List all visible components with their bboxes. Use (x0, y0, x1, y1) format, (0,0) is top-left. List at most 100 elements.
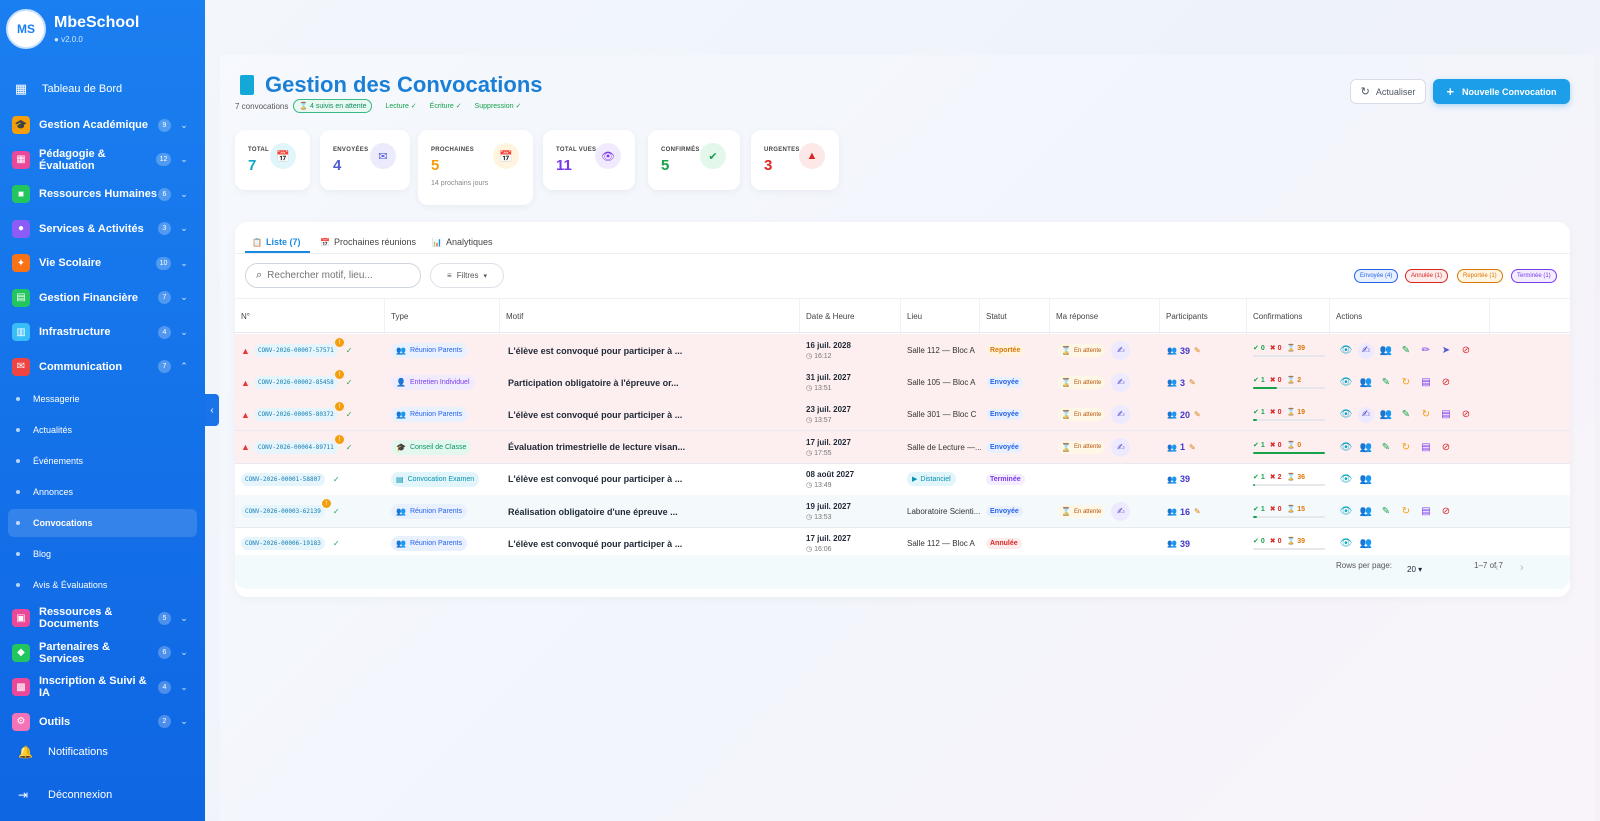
date-text: 08 août 2027 (806, 469, 855, 479)
type-badge: 👥 Réunion Parents (391, 343, 468, 358)
report-button[interactable]: ▤ (1418, 375, 1434, 391)
respond-button[interactable]: ✍ (1111, 437, 1131, 457)
sidebar-subitem-blog[interactable]: Blog (8, 540, 197, 568)
sidebar-item-pedagogie-evaluation[interactable]: ▦ Pédagogie & Évaluation 12 ⌄ (0, 143, 205, 177)
sidebar-item-vie-scolaire[interactable]: ✦ Vie Scolaire 10 ⌄ (0, 246, 205, 280)
respond-button[interactable]: ✍ (1358, 342, 1374, 359)
signature-button[interactable]: ✎ (1398, 407, 1414, 423)
sidebar-item-outils[interactable]: ⚙ Outils 2 ⌄ (0, 705, 205, 739)
table-row[interactable]: CONV-2026-00003-62139! ✓ 👥 Réunion Parents R… (235, 495, 1570, 528)
filters-button[interactable]: ≡ Filtres ▾ (430, 263, 504, 288)
participants-button[interactable]: 👥 (1378, 407, 1394, 423)
view-button[interactable]: 👁 (1338, 536, 1354, 552)
sidebar-item-communication[interactable]: ✉ Communication 7 ⌃ (0, 350, 205, 384)
search-box[interactable]: ⌕ (245, 263, 421, 288)
view-button[interactable]: 👁 (1338, 504, 1354, 520)
sidebar-subitem-actualites[interactable]: Actualités (8, 416, 197, 444)
cancel-button[interactable]: ⊘ (1458, 407, 1474, 423)
clock-icon: ◷ (806, 385, 815, 393)
report-button[interactable]: ▤ (1418, 439, 1434, 455)
participants-button[interactable]: 👥 (1358, 439, 1374, 455)
send-button[interactable]: ➤ (1438, 343, 1454, 359)
pending-icon: ⌛ (1286, 409, 1296, 417)
cancel-button[interactable]: ⊘ (1438, 504, 1454, 520)
sidebar-item-gestion-financiere[interactable]: ▤ Gestion Financière 7 ⌄ (0, 281, 205, 315)
table-row[interactable]: ▲ CONV-2026-00004-89711! ✓ 🎓 Conseil de Clas… (235, 430, 1570, 464)
sidebar-item-ressources-documents[interactable]: ▣ Ressources & Documents 5 ⌄ (0, 601, 205, 635)
signature-button[interactable]: ✎ (1398, 343, 1414, 359)
table-row[interactable]: CONV-2026-00001-58807 ✓ ▤ Convocation Exame… (235, 463, 1570, 496)
remind-button[interactable]: ↻ (1398, 504, 1414, 520)
view-button[interactable]: 👁 (1338, 407, 1354, 423)
declined-icon: ✖ (1269, 409, 1276, 417)
sidebar-subitem-messagerie[interactable]: Messagerie (8, 385, 197, 413)
signature-button[interactable]: ✎ (1378, 504, 1394, 520)
tab-prochaines-reunions[interactable]: 📅 Prochaines réunions (320, 232, 416, 252)
status-filter-chip-reportee-1[interactable]: Reportée (1) (1457, 269, 1503, 283)
view-button[interactable]: 👁 (1338, 471, 1354, 487)
sidebar-item-label: Gestion Financière (39, 291, 139, 304)
status-filter-chip-envoyee-4[interactable]: Envoyée (4) (1354, 269, 1399, 283)
status-filter-chip-annulee-1[interactable]: Annulée (1) (1405, 269, 1449, 283)
sidebar-item-services-activites[interactable]: ● Services & Activités 3 ⌄ (0, 212, 205, 246)
sidebar-item-partenaires-services[interactable]: ◆ Partenaires & Services 6 ⌄ (0, 636, 205, 670)
participants-button[interactable]: 👥 (1378, 343, 1394, 359)
table-row[interactable]: ▲ CONV-2026-00005-80372! ✓ 👥 Réunion Parents… (235, 398, 1570, 432)
status-filter-chip-terminee-1[interactable]: Terminée (1) (1511, 269, 1557, 283)
status-badge: Envoyée (986, 506, 1023, 517)
cancel-button[interactable]: ⊘ (1438, 439, 1454, 455)
sidebar-item-badge: 3 (158, 222, 171, 235)
sidebar-item-gestion-academique[interactable]: 🎓 Gestion Académique 9 ⌄ (0, 108, 205, 142)
sidebar-subitem-evenements[interactable]: Événements (8, 447, 197, 475)
view-button[interactable]: 👁 (1338, 343, 1354, 359)
participants-icon: 👥 (1379, 409, 1393, 421)
edit-button[interactable]: ✏ (1418, 343, 1434, 359)
cancel-button[interactable]: ⊘ (1458, 343, 1474, 359)
view-button[interactable]: 👁 (1338, 375, 1354, 391)
sidebar-collapse-button[interactable]: ‹ (205, 394, 219, 426)
sidebar-item-infrastructure[interactable]: ▥ Infrastructure 4 ⌄ (0, 315, 205, 349)
respond-button[interactable]: ✍ (1358, 406, 1374, 423)
remind-button[interactable]: ↻ (1398, 375, 1414, 391)
status-badge: Envoyée (986, 377, 1023, 389)
sidebar-subitem-convocations[interactable]: Convocations (8, 509, 197, 537)
respond-button[interactable]: ✍ (1111, 502, 1131, 521)
sidebar-item-dashboard[interactable]: ▦ Tableau de Bord (0, 72, 205, 106)
next-page-button[interactable]: › (1520, 562, 1524, 574)
table-row[interactable]: ▲ CONV-2026-00002-85458! ✓ 👤 Entretien Indiv… (235, 366, 1570, 400)
calendar-icon: 📅 (320, 237, 330, 247)
new-convocation-button[interactable]: + Nouvelle Convocation (1433, 79, 1570, 104)
remind-button[interactable]: ↻ (1398, 439, 1414, 455)
report-button[interactable]: ▤ (1418, 504, 1434, 520)
respond-button[interactable]: ✍ (1111, 373, 1131, 393)
report-button[interactable]: ▤ (1438, 407, 1454, 423)
respond-button[interactable]: ✍ (1111, 341, 1131, 360)
participants-button[interactable]: 👥 (1358, 504, 1374, 520)
sidebar-subitem-annonces[interactable]: Annonces (8, 478, 197, 506)
sidebar-subitem-avis-evaluations[interactable]: Avis & Évaluations (8, 571, 197, 599)
chevron-down-icon: ⌄ (180, 612, 188, 623)
cancel-button[interactable]: ⊘ (1438, 375, 1454, 391)
signature-button[interactable]: ✎ (1378, 375, 1394, 391)
cell-actions: 👁 👥 ✎ ↻ ▤ ⊘ (1338, 495, 1458, 528)
respond-button[interactable]: ✍ (1111, 405, 1131, 425)
search-input[interactable] (267, 270, 408, 281)
sidebar-item-inscription-suivi-ia[interactable]: ▩ Inscription & Suivi & IA 4 ⌄ (0, 670, 205, 704)
sidebar-item-notifications[interactable]: 🔔 Notifications (0, 735, 205, 769)
sidebar-item-logout[interactable]: ⇥ Déconnexion (0, 778, 205, 812)
view-button[interactable]: 👁 (1338, 439, 1354, 455)
refresh-button[interactable]: ↻ Actualiser (1350, 79, 1426, 104)
prev-page-button[interactable]: ‹ (1495, 562, 1499, 574)
pending-icon: ⌛ (1286, 377, 1296, 385)
sidebar-item-ressources-humaines[interactable]: ■ Ressources Humaines 6 ⌄ (0, 177, 205, 211)
clock-icon: ◷ (806, 353, 815, 360)
rows-per-page-select[interactable]: 20 ▾ (1407, 565, 1423, 574)
tab-analytiques[interactable]: 📊 Analytiques (432, 232, 493, 252)
remind-button[interactable]: ↻ (1418, 407, 1434, 423)
participants-button[interactable]: 👥 (1358, 375, 1374, 391)
participants-button[interactable]: 👥 (1358, 471, 1374, 487)
table-row[interactable]: ▲ CONV-2026-00007-57571! ✓ 👥 Réunion Parents… (235, 334, 1570, 367)
signature-button[interactable]: ✎ (1378, 439, 1394, 455)
tab-liste-7[interactable]: 📋 Liste (7) (252, 232, 300, 252)
participants-button[interactable]: 👥 (1358, 536, 1374, 552)
